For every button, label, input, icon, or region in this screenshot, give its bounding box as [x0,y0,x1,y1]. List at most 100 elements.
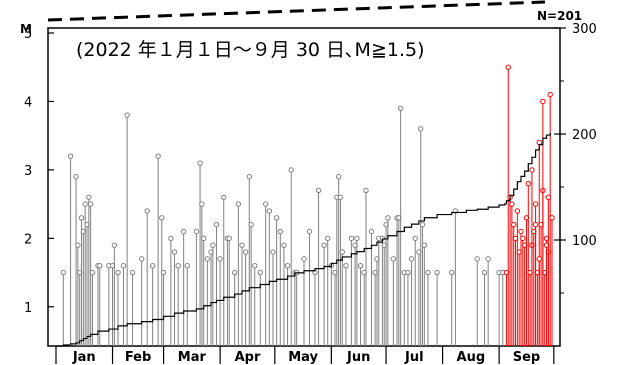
magnitude-point [301,256,307,262]
magnitude-point [481,269,488,276]
top-dashed-line [47,0,546,22]
magnitude-point [263,201,269,207]
magnitude-point [511,221,517,228]
magnitude-point [155,153,161,159]
y-axis-label: M [20,22,32,36]
magnitude-point [232,269,238,276]
magnitude-point [257,269,263,276]
magnitude-point [199,201,205,207]
magnitude-point [390,256,397,262]
magnitude-point [425,269,431,276]
magnitude-point [73,174,79,180]
magnitude-point [144,208,150,214]
magnitude-point [343,263,349,269]
magnitude-point [540,98,546,105]
magnitude-point [86,194,92,200]
magnitude-point [532,221,539,228]
magnitude-point [67,153,74,159]
right-axis: 100 200 300 [554,22,597,294]
magnitude-point [505,64,511,70]
magnitude-point [139,256,145,262]
magnitude-point [235,201,242,207]
magnitude-point [412,235,418,242]
magnitude-point [246,174,252,180]
magnitude-point [217,256,223,262]
magnitude-point [421,242,428,248]
magnitude-point [418,126,424,132]
magnitude-point [226,235,232,242]
magnitude-point [405,269,411,276]
magnitude-point [204,256,211,262]
magnitude-point [89,269,96,276]
magnitude-point [159,215,165,221]
month-label: Feb [125,350,151,365]
magnitude-point [357,263,364,269]
magnitude-point [339,249,345,255]
magnitude-point [485,256,491,262]
month-label: Jan [72,350,96,365]
magnitude-point [149,263,156,269]
magnitude-point [449,269,455,276]
month-label: May [288,350,318,365]
y-tick-label: 4 [24,95,32,110]
month-axis: Jan Feb Mar Apr May Jun Jul Aug Sep [55,346,555,365]
magnitude-point [201,235,207,242]
y-tick-label: 5 [24,27,32,42]
magnitude-point [221,194,227,200]
magnitude-point [514,208,521,214]
magnitude-point [525,180,531,187]
magnitude-point [547,91,553,98]
magnitude-point [532,201,539,207]
magnitude-point [171,249,178,255]
magnitude-point [520,235,526,242]
y2-tick-label: 300 [572,22,597,37]
month-label: Jun [346,350,370,365]
magnitude-point [82,201,88,207]
magnitude-point [270,249,276,255]
y2-tick-label: 100 [572,234,597,249]
magnitude-point [248,221,254,228]
count-label: N=201 [537,9,582,23]
magnitude-point [397,105,404,111]
magnitude-point [239,242,245,248]
magnitude-point [242,249,249,255]
magnitude-point [115,269,121,276]
magnitude-point [419,221,426,228]
magnitude-point [210,242,216,248]
magnitude-point [549,215,555,221]
magnitude-point [518,228,524,235]
magnitude-point [288,167,294,173]
magnitude-point [348,235,355,242]
magnitude-point [266,208,273,214]
magnitude-point [175,263,181,269]
magnitude-point [408,256,415,262]
magnitude-point [434,269,440,276]
magnitude-point [529,167,535,173]
magnitude-point [385,215,391,221]
magnitude-point [474,256,480,262]
magnitude-point [315,187,322,194]
magnitude-point [168,235,174,242]
magnitude-point [180,228,187,235]
magnitude-point [160,269,167,276]
magnitude-point [87,201,94,207]
magnitude-point [281,242,287,248]
magnitude-point [277,228,283,235]
y2-tick-label: 200 [572,128,597,143]
magnitude-stems [60,64,555,346]
y-tick-label: 2 [24,232,32,247]
magnitude-point [284,263,291,269]
magnitude-point [306,228,313,235]
magnitude-point [363,187,369,194]
left-axis: 1 2 3 4 5 [24,27,54,316]
y-tick-label: 1 [24,301,32,316]
magnitude-point [78,215,85,221]
magnitude-point [124,112,130,118]
magnitude-point [354,235,360,242]
month-label: Mar [178,350,207,365]
magnitude-point [197,160,203,166]
magnitude-point [509,201,515,207]
magnitude-point [111,242,118,248]
month-label: Sep [513,350,541,365]
